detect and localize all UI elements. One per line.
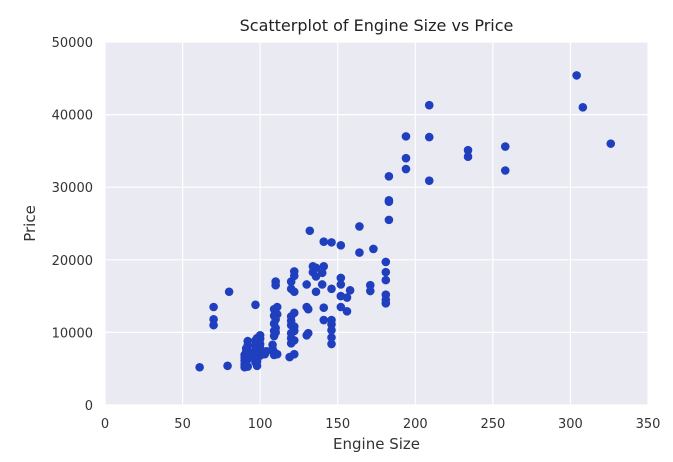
data-point	[268, 340, 277, 350]
data-point	[463, 152, 473, 162]
x-tick-label: 100	[248, 417, 273, 432]
grid-lines	[104, 41, 649, 406]
data-point	[305, 226, 315, 236]
x-tick-label: 150	[325, 417, 350, 432]
data-point	[289, 308, 299, 318]
data-point	[327, 333, 336, 342]
data-point	[243, 362, 253, 371]
data-point	[271, 328, 280, 337]
data-point	[289, 267, 299, 276]
data-point	[345, 285, 355, 295]
data-point	[336, 240, 346, 250]
data-point	[578, 103, 588, 112]
data-points	[195, 71, 616, 372]
data-point	[289, 336, 299, 345]
data-point	[424, 100, 434, 110]
data-point	[319, 315, 329, 325]
data-point	[319, 303, 329, 313]
data-point	[289, 349, 299, 359]
y-tick-label: 10000	[52, 326, 93, 341]
plot-area	[105, 42, 648, 405]
data-point	[381, 290, 391, 299]
y-axis-label: Price	[21, 205, 39, 242]
data-point	[336, 273, 346, 283]
data-point	[384, 172, 394, 181]
x-tick-label: 350	[636, 417, 661, 432]
data-point	[302, 280, 311, 289]
data-point	[243, 336, 253, 346]
data-point	[272, 302, 282, 312]
data-point	[303, 328, 313, 338]
y-tick-label: 50000	[52, 36, 93, 51]
data-point	[223, 361, 232, 371]
x-tick-label: 250	[480, 417, 505, 432]
data-point	[355, 222, 364, 231]
x-tick-label: 50	[174, 417, 191, 432]
data-point	[317, 268, 327, 278]
data-point	[500, 142, 510, 151]
data-point	[272, 309, 282, 319]
y-tick-label: 0	[85, 399, 93, 414]
data-point	[381, 275, 391, 285]
x-tick-label: 0	[101, 417, 109, 432]
data-point	[289, 287, 299, 297]
data-point	[327, 315, 336, 325]
y-tick-label: 30000	[52, 181, 93, 196]
data-point	[327, 284, 336, 294]
data-point	[365, 280, 375, 290]
data-point	[463, 145, 473, 155]
data-point	[424, 176, 434, 185]
data-point	[572, 71, 581, 80]
data-point	[195, 362, 204, 372]
data-point	[224, 287, 234, 297]
x-tick-labels: 0 50 100 150 200 250 300 350	[101, 417, 661, 432]
data-point	[606, 139, 616, 148]
x-tick-label: 200	[403, 417, 428, 432]
x-tick-label: 300	[558, 417, 583, 432]
data-point	[381, 267, 391, 277]
data-point	[327, 238, 336, 247]
data-point	[342, 293, 352, 302]
data-point	[342, 307, 352, 316]
data-point	[336, 280, 346, 289]
data-point	[384, 215, 394, 225]
data-point	[271, 277, 280, 286]
data-point	[311, 263, 321, 273]
data-point	[303, 304, 313, 314]
y-tick-label: 20000	[52, 254, 93, 269]
y-tick-label: 40000	[52, 109, 93, 124]
data-point	[319, 262, 329, 271]
data-point	[317, 280, 327, 289]
data-point	[209, 302, 218, 312]
data-point	[355, 248, 364, 257]
data-point	[336, 302, 346, 312]
data-point	[401, 164, 411, 174]
data-point	[311, 287, 321, 297]
data-point	[401, 153, 411, 163]
x-axis-label: Engine Size	[333, 435, 420, 453]
data-point	[255, 331, 265, 340]
data-point	[369, 244, 378, 254]
data-point	[289, 322, 299, 331]
data-point	[384, 195, 394, 205]
data-point	[251, 300, 260, 310]
data-point	[319, 237, 329, 246]
y-tick-labels: 0 10000 20000 30000 40000 50000	[52, 36, 93, 414]
data-point	[327, 339, 336, 349]
data-point	[272, 349, 282, 359]
data-point	[500, 166, 510, 175]
data-point	[401, 132, 411, 141]
chart-title: Scatterplot of Engine Size vs Price	[240, 16, 514, 35]
data-point	[209, 320, 218, 330]
data-point	[424, 132, 434, 142]
data-point	[381, 257, 391, 267]
data-point	[311, 272, 321, 281]
